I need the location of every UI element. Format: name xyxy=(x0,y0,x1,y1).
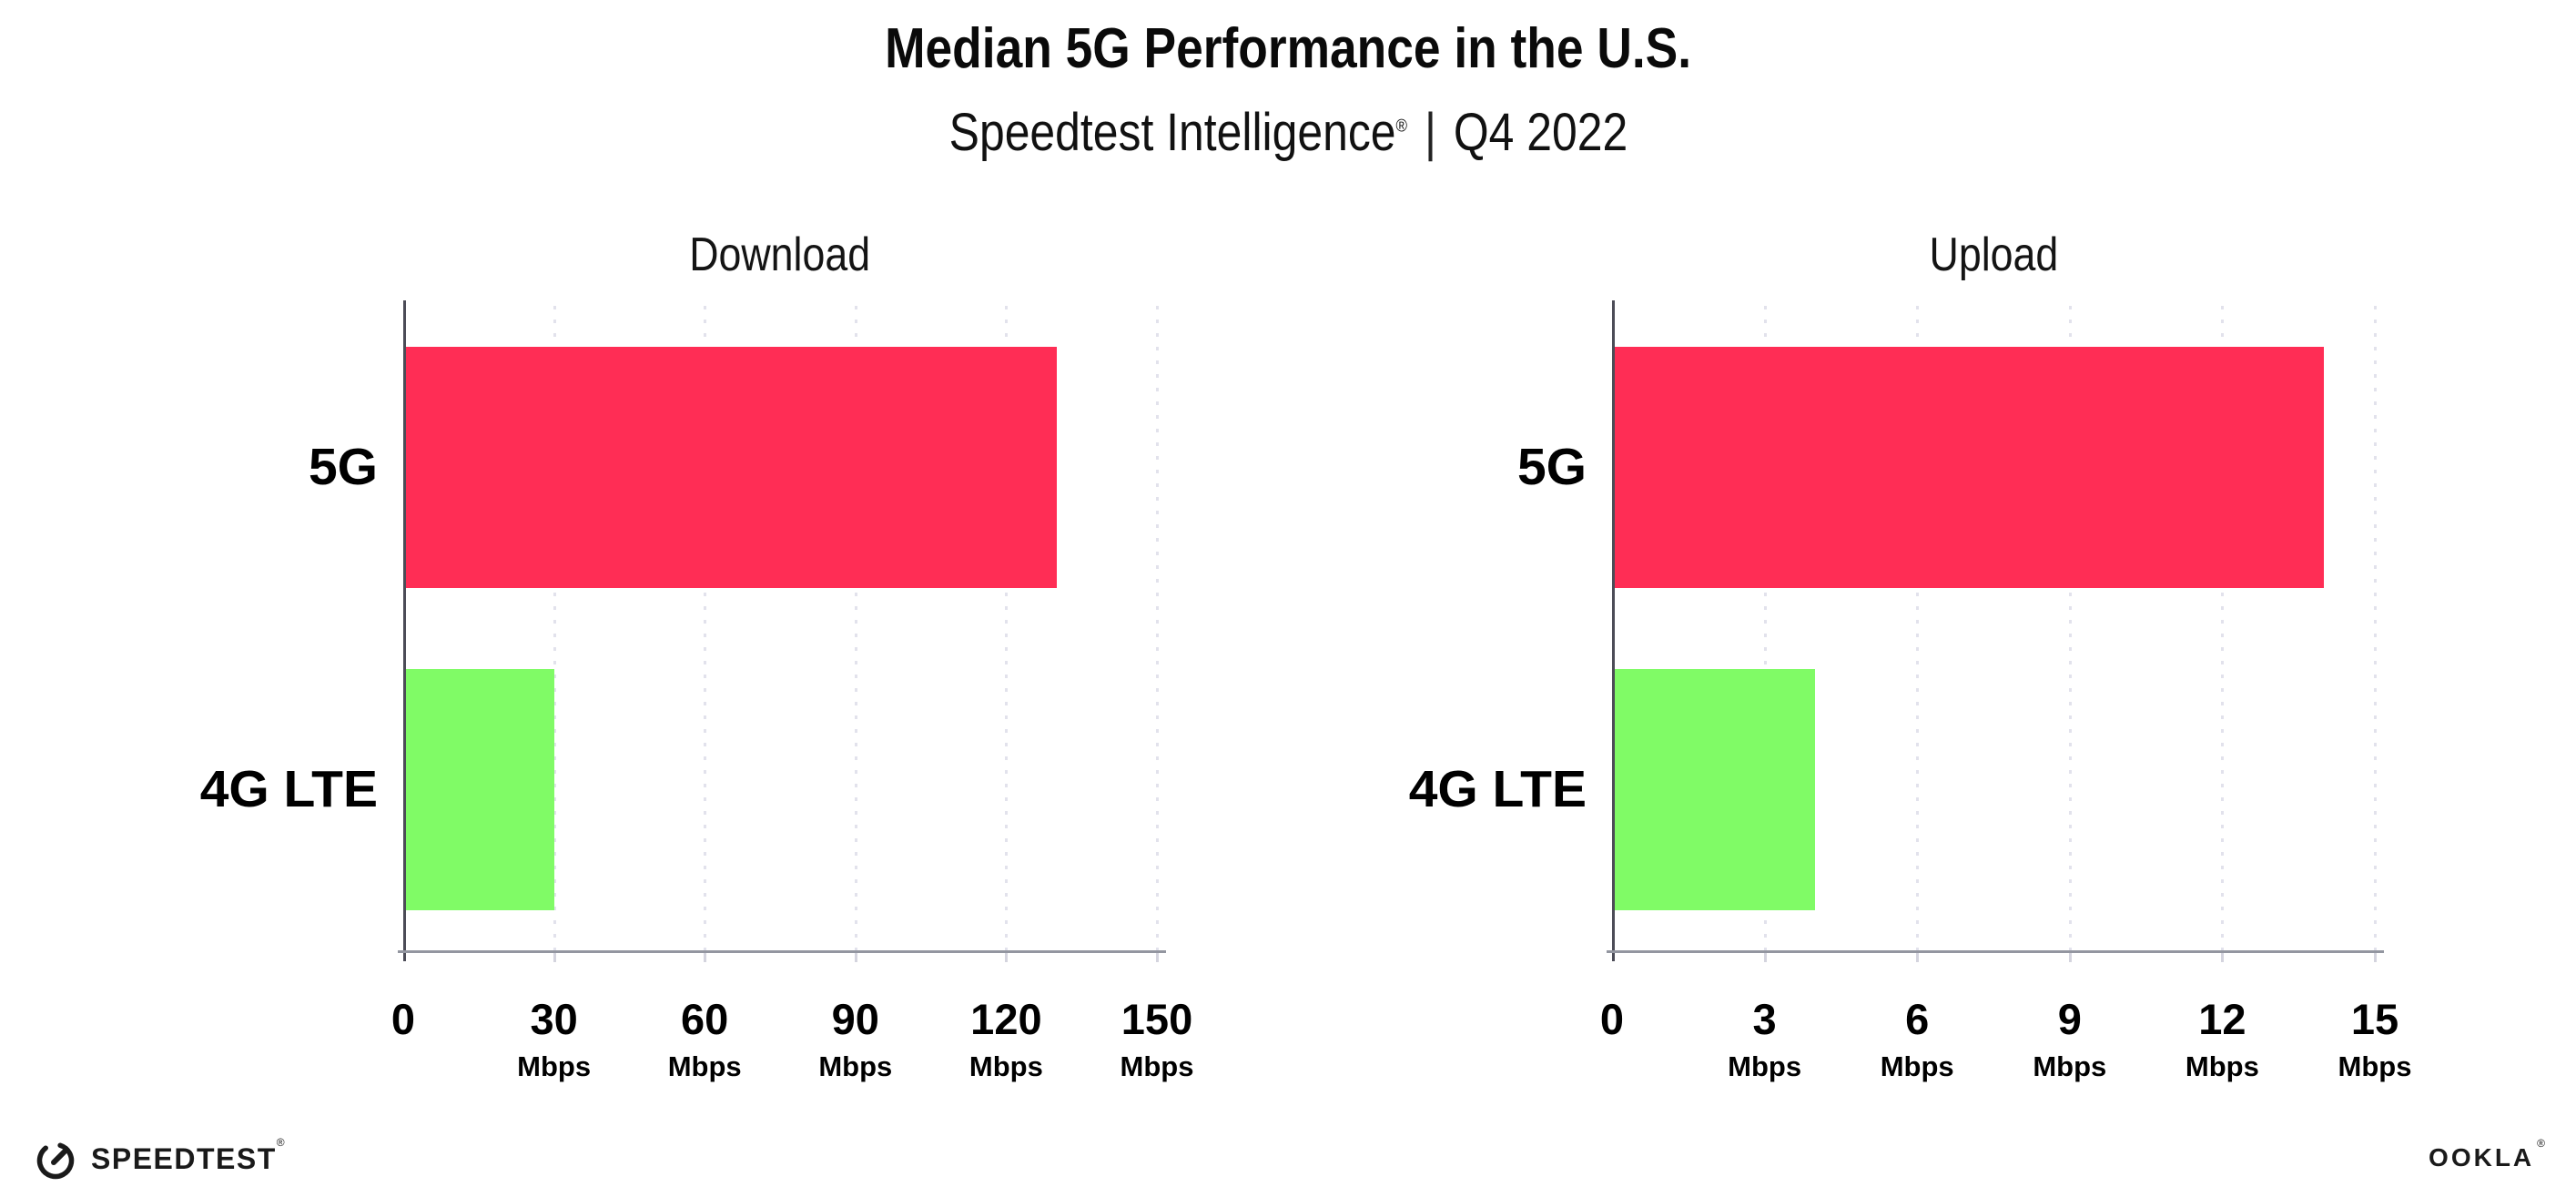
gridline-x-90 xyxy=(854,306,857,950)
x-tick-unit-label: Mbps xyxy=(2185,1050,2259,1082)
ookla-logo-text: OOKLA xyxy=(2429,1143,2535,1172)
x-tick-label-9: 9 xyxy=(2057,995,2082,1043)
speedtest-logo: SPEEDTEST® xyxy=(33,1136,285,1182)
category-label-5g: 5G xyxy=(308,438,378,496)
x-tick-label-90: 90 xyxy=(831,995,879,1043)
page-title-text: Median 5G Performance in the U.S. xyxy=(885,17,1691,80)
x-tick-unit-label: Mbps xyxy=(667,1050,742,1082)
x-tick-label-150: 150 xyxy=(1121,995,1193,1043)
axis-tick-mark-30 xyxy=(553,953,556,962)
x-tick-unit-label: Mbps xyxy=(517,1050,592,1082)
axis-tick-mark-150 xyxy=(1156,953,1159,962)
gridline-x-150 xyxy=(1156,306,1159,950)
plot-area-download xyxy=(398,300,1166,962)
gridline-x-9 xyxy=(2068,306,2072,950)
chart-title-text: Download xyxy=(689,228,871,281)
axis-tick-mark-120 xyxy=(1005,953,1009,962)
speedtest-registered-icon: ® xyxy=(276,1135,285,1149)
y-axis-line xyxy=(1612,300,1615,961)
bar-4g-lte-upload xyxy=(1612,669,1816,910)
x-tick-unit-label: Mbps xyxy=(1880,1050,1954,1082)
x-tick-unit-label: Mbps xyxy=(1120,1050,1194,1082)
gridline-x-30 xyxy=(553,306,556,950)
chart-title-text: Upload xyxy=(1929,228,2058,281)
category-label-4g-lte: 4G LTE xyxy=(199,760,378,818)
x-tick-label-60: 60 xyxy=(681,995,729,1043)
gridline-x-120 xyxy=(1005,306,1009,950)
plot-area-upload xyxy=(1607,300,2384,962)
subtitle-brand: Speedtest Intelligence xyxy=(948,103,1396,162)
x-axis-line xyxy=(398,950,1166,953)
x-tick-label-15: 15 xyxy=(2350,995,2399,1043)
y-axis-line xyxy=(403,300,406,961)
x-tick-unit-label: Mbps xyxy=(1728,1050,1802,1082)
axis-tick-mark-12 xyxy=(2221,953,2225,962)
x-tick-unit-label: Mbps xyxy=(818,1050,893,1082)
page-subtitle: Speedtest Intelligence® | Q4 2022 xyxy=(0,102,2576,163)
x-tick-label-0: 0 xyxy=(390,995,416,1043)
subtitle-separator: | xyxy=(1424,103,1436,162)
x-axis-line xyxy=(1607,950,2384,953)
ookla-logo: OOKLA ® xyxy=(2429,1138,2545,1172)
axis-tick-mark-90 xyxy=(854,953,857,962)
speedtest-gauge-icon xyxy=(36,1141,75,1180)
speedtest-logo-text: SPEEDTEST xyxy=(91,1141,277,1175)
category-label-4g-lte: 4G LTE xyxy=(1408,760,1587,818)
x-tick-label-6: 6 xyxy=(1905,995,1930,1043)
subtitle-period: Q4 2022 xyxy=(1453,103,1628,162)
x-tick-label-0: 0 xyxy=(1599,995,1625,1043)
x-tick-label-30: 30 xyxy=(530,995,578,1043)
chart-title-download: Download xyxy=(403,228,1157,282)
category-label-5g: 5G xyxy=(1516,438,1587,496)
gridline-x-3 xyxy=(1763,306,1767,950)
x-tick-label-3: 3 xyxy=(1752,995,1777,1043)
ookla-registered-icon: ® xyxy=(2537,1137,2545,1150)
gridline-x-12 xyxy=(2221,306,2225,950)
axis-tick-mark-60 xyxy=(704,953,707,962)
page-subtitle-text: Speedtest Intelligence® | Q4 2022 xyxy=(948,102,1628,163)
chart-title-upload: Upload xyxy=(1612,228,2375,282)
axis-tick-mark-15 xyxy=(2374,953,2377,962)
x-tick-unit-label: Mbps xyxy=(2033,1050,2107,1082)
x-tick-unit-label: Mbps xyxy=(2338,1050,2412,1082)
gridline-x-15 xyxy=(2374,306,2377,950)
x-tick-label-12: 12 xyxy=(2198,995,2246,1043)
axis-tick-mark-3 xyxy=(1763,953,1767,962)
bar-5g-upload xyxy=(1612,347,2325,588)
gridline-x-60 xyxy=(704,306,707,950)
axis-tick-mark-6 xyxy=(1916,953,1920,962)
gridline-x-6 xyxy=(1916,306,1920,950)
page-title: Median 5G Performance in the U.S. xyxy=(0,16,2576,81)
axis-tick-mark-9 xyxy=(2068,953,2072,962)
x-tick-unit-label: Mbps xyxy=(969,1050,1043,1082)
registered-trademark-icon: ® xyxy=(1395,116,1407,137)
x-tick-label-120: 120 xyxy=(970,995,1042,1043)
bar-4g-lte-download xyxy=(403,669,554,910)
bar-5g-download xyxy=(403,347,1057,588)
